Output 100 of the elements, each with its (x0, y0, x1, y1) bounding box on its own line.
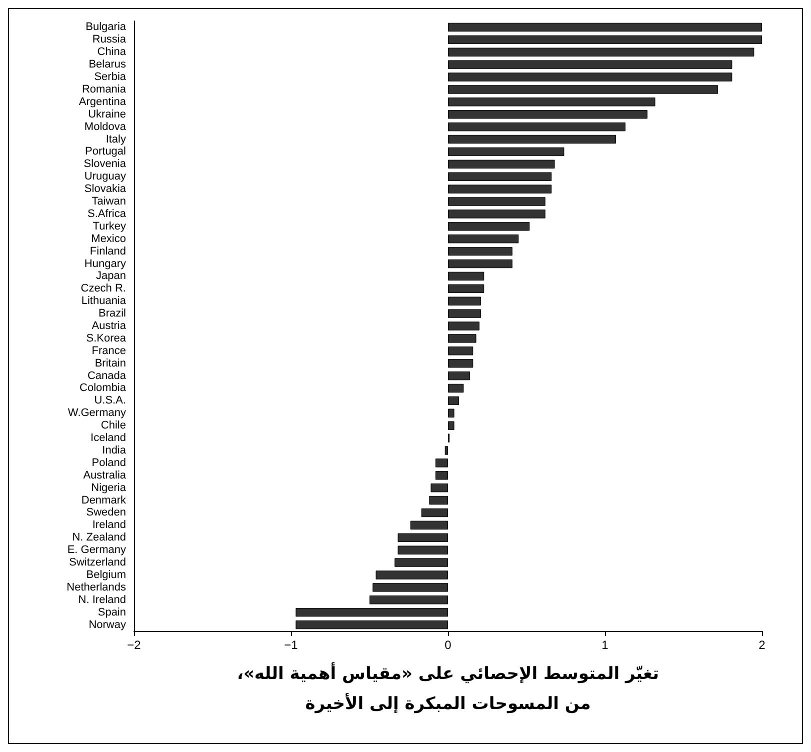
y-tick-label: Uruguay (84, 170, 126, 183)
bar (444, 446, 448, 455)
y-tick-label: W.Germany (68, 407, 126, 420)
y-tick-label: Lithuania (81, 295, 127, 308)
bar (448, 160, 555, 169)
bar (430, 483, 448, 492)
bar (429, 496, 448, 505)
bar (370, 596, 448, 604)
bar (372, 583, 448, 592)
bar (448, 172, 552, 181)
bar (448, 246, 512, 256)
y-tick-label: Finland (90, 245, 126, 258)
y-tick-label: Sweden (86, 506, 126, 519)
y-tick-label: Argentina (78, 96, 127, 108)
y-tick-label: France (92, 344, 126, 357)
bar (435, 458, 448, 468)
bar (448, 396, 459, 406)
bar (296, 620, 448, 630)
bar (448, 334, 476, 343)
y-tick-label: China (97, 46, 127, 58)
y-tick-label: Serbia (94, 71, 127, 84)
bar (448, 309, 481, 318)
y-tick-label: Romania (82, 83, 127, 96)
bar (376, 570, 448, 580)
bar (448, 35, 762, 44)
y-tick-label: N. Zealand (72, 532, 126, 544)
x-tick-label: 1 (602, 638, 609, 652)
bar (448, 346, 474, 356)
bar (448, 110, 648, 119)
x-tick-label: 2 (758, 638, 766, 652)
y-tick-label: Slovakia (84, 183, 127, 196)
y-tick-label: Czech R. (80, 282, 126, 295)
bar (448, 60, 732, 69)
y-tick-label: Bulgaria (86, 21, 127, 34)
y-tick-label: Brazil (98, 308, 126, 320)
bar (448, 322, 480, 330)
y-tick-label: Russia (92, 34, 127, 46)
y-tick-label: Spain (98, 606, 126, 618)
x-tick-label: 0 (444, 638, 452, 652)
bar (410, 520, 448, 530)
bar (448, 234, 519, 244)
y-tick-label: Ireland (92, 519, 126, 532)
y-tick-label: Denmark (81, 494, 126, 506)
bar (448, 222, 530, 231)
x-axis-title: تغيّر المتوسط الإحصائي على «مقياس أهمية الله»، من المسوحات المبكرة إلى الأخيرة (236, 662, 660, 714)
bar (448, 122, 626, 132)
y-tick-label: India (102, 444, 127, 456)
x-tick-label: −1 (284, 638, 298, 652)
bar (398, 533, 448, 542)
bar (448, 72, 732, 82)
y-tick-label: Britain (94, 357, 126, 370)
bar (448, 197, 546, 206)
bar (296, 608, 448, 617)
y-tick-label: Poland (92, 456, 126, 469)
bar (394, 558, 448, 567)
y-tick-label: S.Africa (87, 208, 127, 220)
bar (448, 98, 656, 106)
bar (421, 508, 448, 518)
y-tick-label: S.Korea (86, 332, 127, 344)
y-tick-label: Portugal (85, 146, 126, 158)
y-tick-label: Iceland (90, 432, 126, 444)
bar (448, 48, 754, 56)
bar (448, 210, 546, 218)
y-tick-label: Moldova (84, 120, 127, 133)
bar (448, 147, 564, 156)
y-tick-label: Austria (92, 320, 127, 332)
bar (448, 371, 470, 380)
y-tick-label: Norway (88, 618, 126, 631)
y-tick-label: Mexico (91, 232, 126, 245)
y-tick-label: Chile (100, 420, 126, 432)
y-tick-label: Slovenia (84, 158, 127, 170)
y-tick-label: Colombia (80, 382, 127, 394)
y-tick-label: Canada (87, 370, 127, 382)
y-tick-label: Ukraine (88, 108, 126, 120)
y-tick-label: Netherlands (66, 581, 126, 594)
bar (448, 259, 512, 268)
y-tick-label: Taiwan (92, 196, 126, 208)
y-tick-label: Italy (106, 133, 126, 146)
y-tick-label: Japan (96, 270, 126, 282)
y-tick-label: N. Ireland (78, 594, 126, 606)
bar (435, 471, 448, 480)
y-tick-label: Nigeria (91, 482, 127, 494)
y-tick-label: U.S.A. (94, 394, 126, 407)
y-tick-label: E. Germany (67, 544, 126, 556)
bar (448, 408, 454, 418)
bar (448, 85, 718, 94)
y-tick-label: Hungary (84, 258, 126, 270)
bar (448, 284, 484, 294)
y-tick-label: Belgium (86, 568, 126, 581)
bar (448, 421, 454, 430)
bar (448, 358, 474, 368)
y-tick-label: Turkey (92, 220, 126, 232)
bar (448, 184, 552, 194)
bar (398, 546, 448, 554)
x-tick-label: −2 (127, 638, 142, 652)
bar (448, 272, 484, 281)
y-tick-label: Australia (83, 469, 127, 482)
y-tick-label: Belarus (88, 58, 126, 71)
bar (448, 22, 762, 32)
y-tick-label: Switzerland (69, 556, 126, 569)
